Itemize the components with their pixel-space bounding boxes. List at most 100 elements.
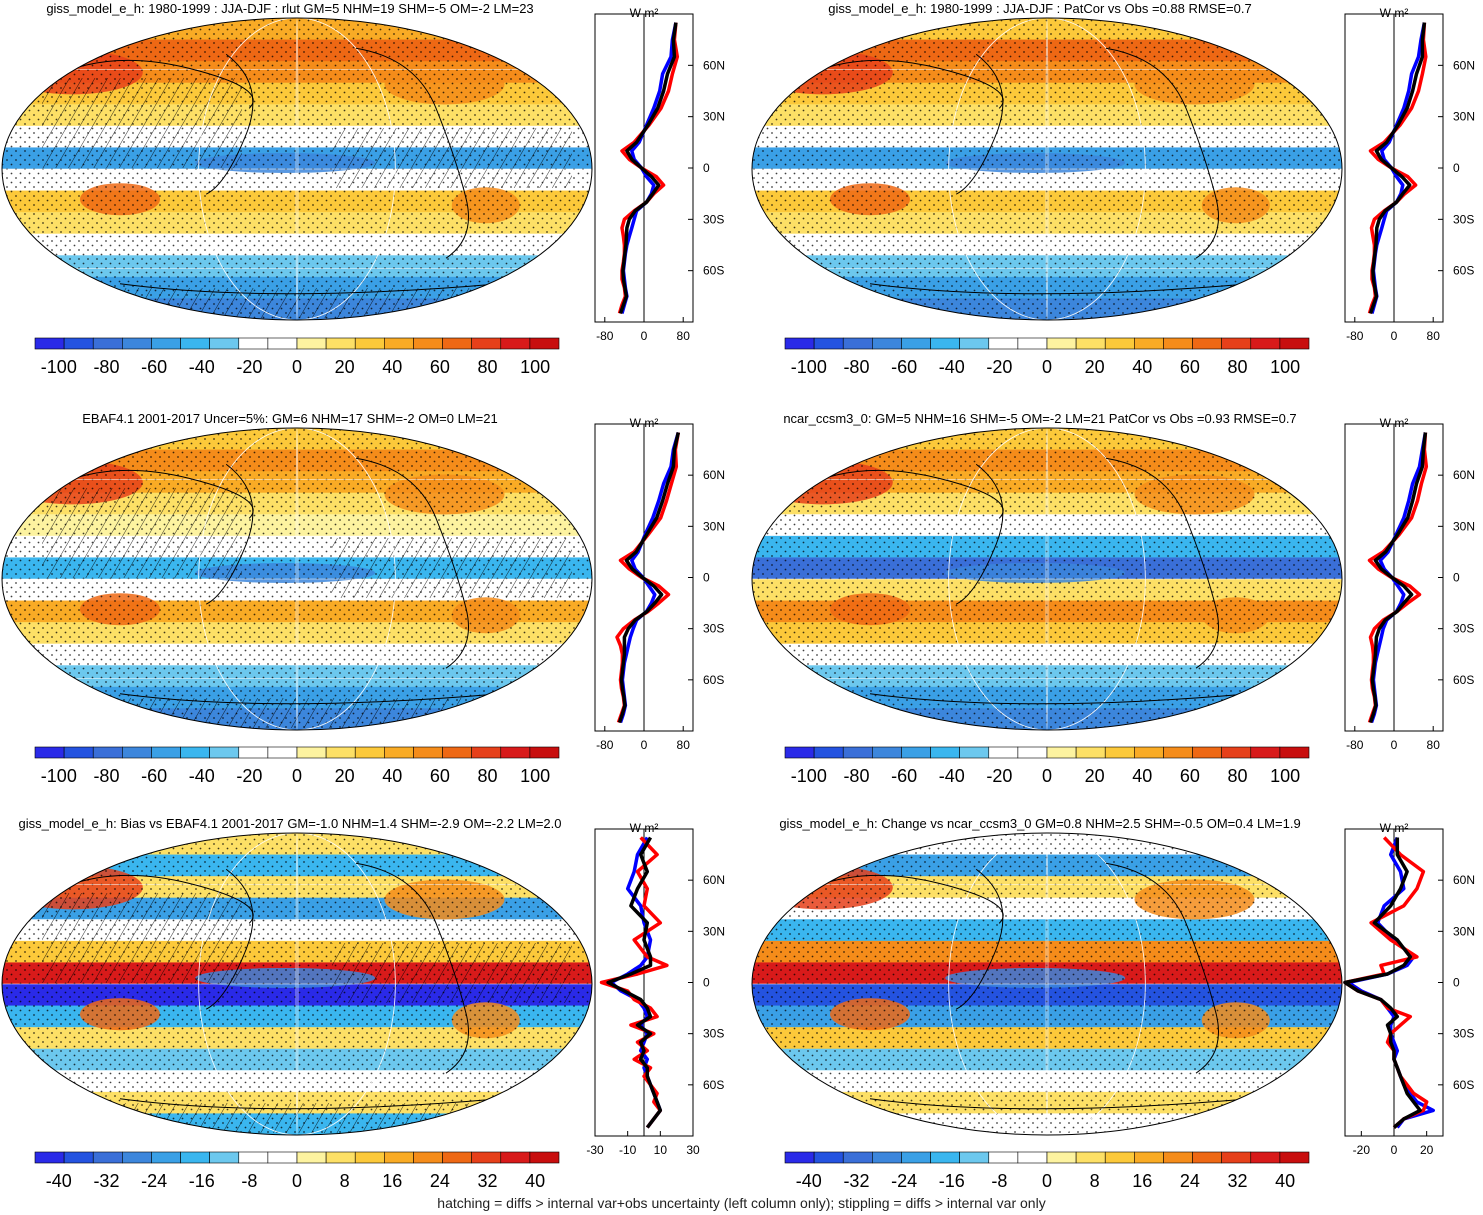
coastline <box>1105 457 1219 669</box>
zonal-x-tick-label: 80 <box>1427 329 1441 343</box>
coastline <box>355 457 469 669</box>
zonal-x-tick-label: 80 <box>1427 738 1441 752</box>
colorbar-swatch <box>471 1151 502 1164</box>
colorbar-tick-label: -40 <box>796 1171 822 1191</box>
colorbar-swatch <box>238 337 269 350</box>
colorbar-tick-label: -60 <box>141 766 167 786</box>
colorbar-swatch <box>842 746 873 759</box>
colorbar-swatch <box>267 746 298 759</box>
zonal-lat-tick-label: 60S <box>1453 1078 1474 1092</box>
colorbar-swatch <box>238 746 269 759</box>
colorbar-tick-label: -60 <box>141 357 167 377</box>
colorbar-swatch <box>1046 1151 1077 1164</box>
colorbar-tick-label: 60 <box>430 357 450 377</box>
zonal-lat-tick-label: 30N <box>1453 110 1475 124</box>
colorbar-swatch <box>1163 1151 1193 1164</box>
colorbar-swatch <box>151 746 181 759</box>
zonal-series-multi-model <box>1343 837 1422 1129</box>
colorbar-swatch <box>1104 746 1135 759</box>
colorbar-swatch <box>384 746 414 759</box>
colorbar-tick-label: 40 <box>1132 766 1152 786</box>
zonal-unit-label: W m² <box>1380 821 1409 835</box>
colorbar-tick-label: 0 <box>292 357 302 377</box>
colorbar-swatch <box>442 337 472 350</box>
panel-top-left: giss_model_e_h: 1980-1999 : JJA-DJF : rl… <box>1 1 725 377</box>
coastline <box>355 862 469 1074</box>
colorbar-swatch <box>784 746 815 759</box>
coastline <box>119 693 501 705</box>
colorbar-tick-label: 100 <box>520 766 550 786</box>
colorbar-swatch <box>151 1151 181 1164</box>
colorbar-swatch <box>959 746 990 759</box>
zonal-x-tick-label: 0 <box>1391 738 1398 752</box>
coastline <box>955 53 1004 195</box>
colorbar-swatch <box>413 746 443 759</box>
panel-bottom-right: giss_model_e_h: Change vs ncar_ccsm3_0 G… <box>751 816 1475 1191</box>
colorbar-tick-label: -20 <box>236 766 262 786</box>
colorbar-swatch <box>1192 1151 1222 1164</box>
coastline <box>205 53 254 195</box>
zonal-series-obs <box>1343 836 1429 1129</box>
colorbar-tick-label: 0 <box>1042 766 1052 786</box>
colorbar-swatch <box>1250 337 1281 350</box>
zonal-lat-tick-label: 30S <box>1453 622 1474 636</box>
coastline <box>205 868 254 1010</box>
coastline <box>355 47 469 259</box>
colorbar-swatch <box>500 337 531 350</box>
colorbar-swatch <box>842 337 873 350</box>
colorbar-swatch <box>959 1151 990 1164</box>
colorbar-swatch <box>354 1151 385 1164</box>
colorbar-tick-label: -20 <box>986 766 1012 786</box>
zonal-series-multi-model <box>617 432 681 724</box>
hatching <box>332 128 572 188</box>
colorbar-swatch <box>1279 1151 1310 1164</box>
colorbar-tick-label: -100 <box>791 357 827 377</box>
colorbar-swatch <box>872 1151 902 1164</box>
zonal-lat-tick-label: 30N <box>703 110 725 124</box>
colorbar-tick-label: 0 <box>292 1171 302 1191</box>
hatching <box>42 78 242 168</box>
colorbar-tick-label: 0 <box>1042 1171 1052 1191</box>
colorbar-tick-label: -40 <box>939 357 965 377</box>
colorbar-swatch <box>471 746 502 759</box>
map-field <box>752 18 1342 320</box>
hatching <box>332 943 572 1003</box>
colorbar-tick-label: 0 <box>1042 357 1052 377</box>
zonal-x-tick-label: -80 <box>1346 738 1364 752</box>
colorbar-swatch <box>471 337 502 350</box>
panel-title: giss_model_e_h: 1980-1999 : JJA-DJF : rl… <box>46 1 533 16</box>
zonal-x-tick-label: 80 <box>677 329 691 343</box>
colorbar-swatch <box>384 1151 414 1164</box>
zonal-lat-tick-label: 60N <box>703 873 725 887</box>
colorbar-tick-label: 60 <box>430 766 450 786</box>
map-border <box>1 427 593 731</box>
colorbar-swatch <box>1163 337 1193 350</box>
colorbar-swatch <box>784 337 815 350</box>
coastline <box>205 463 254 605</box>
zonal-lat-tick-label: 60S <box>703 264 724 278</box>
colorbar-tick-label: 20 <box>1085 357 1105 377</box>
colorbar-tick-label: 60 <box>1180 766 1200 786</box>
colorbar-swatch <box>122 337 152 350</box>
zonal-lat-tick-label: 0 <box>703 161 710 175</box>
colorbar-tick-label: -100 <box>41 766 77 786</box>
coastline <box>798 874 1004 924</box>
zonal-lat-tick-label: 30N <box>703 519 725 533</box>
map-field <box>2 833 592 1135</box>
coastline <box>48 874 254 924</box>
colorbar-swatch <box>1163 746 1193 759</box>
colorbar-swatch <box>296 1151 327 1164</box>
zonal-lat-tick-label: 60N <box>1453 468 1475 482</box>
zonal-lat-tick-label: 60S <box>1453 264 1474 278</box>
zonal-lat-tick-label: 0 <box>1453 161 1460 175</box>
hatching <box>102 1103 522 1133</box>
colorbar-tick-label: -20 <box>986 357 1012 377</box>
colorbar-swatch <box>784 1151 815 1164</box>
colorbar-swatch <box>988 746 1019 759</box>
zonal-lat-tick-label: 30S <box>1453 212 1474 226</box>
zonal-lat-tick-label: 0 <box>1453 976 1460 990</box>
colorbar-tick-label: 16 <box>382 1171 402 1191</box>
colorbar-tick-label: -80 <box>93 357 119 377</box>
colorbar-tick-label: -16 <box>189 1171 215 1191</box>
